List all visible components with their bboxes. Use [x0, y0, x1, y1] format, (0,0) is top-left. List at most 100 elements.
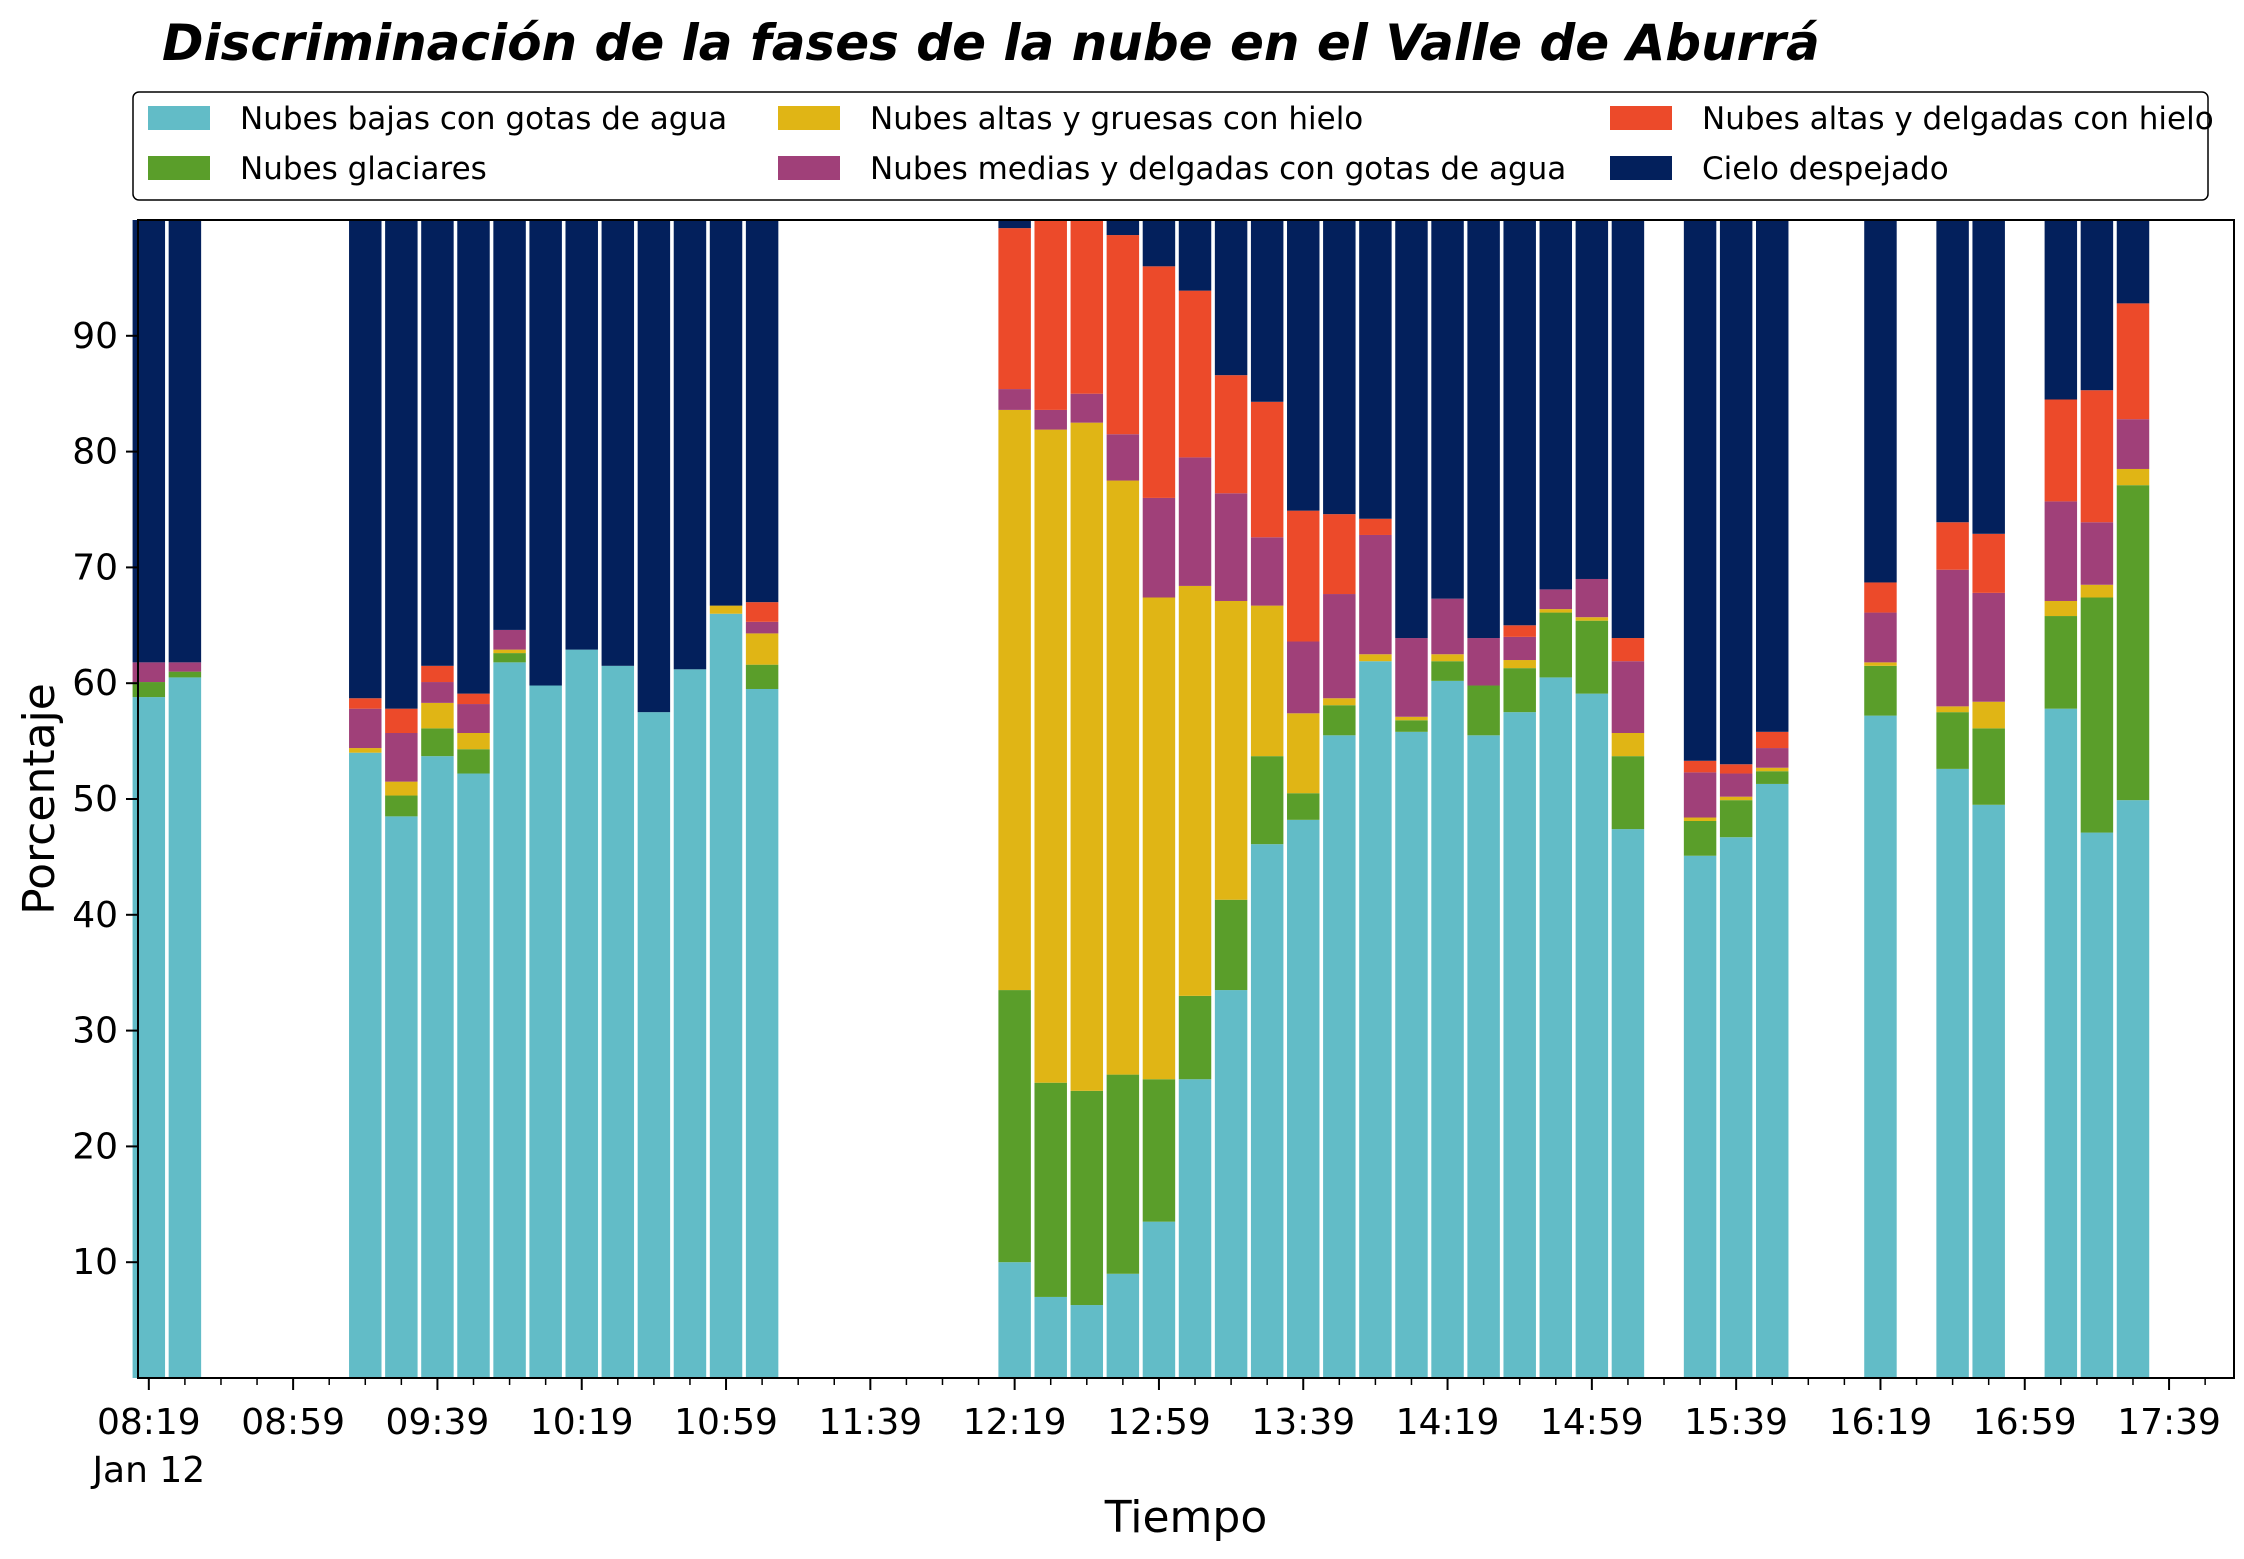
bar-segment-16:49-s2 — [1972, 701, 2005, 729]
bar-stack-10:09 — [529, 220, 562, 1378]
bar-segment-17:29-s0 — [2116, 800, 2150, 1378]
bar-stack-13:39 — [1287, 220, 1320, 1378]
bar-segment-08:19-s1 — [132, 682, 166, 698]
bar-segment-13:59-s0 — [1359, 661, 1392, 1378]
bar-segment-12:49-s3 — [1106, 434, 1140, 481]
bar-segment-09:29-s3 — [385, 732, 418, 782]
bar-segment-16:39-s1 — [1936, 712, 1969, 769]
bar-stack-09:49 — [457, 220, 490, 1378]
bar-segment-15:39-s3 — [1719, 773, 1753, 797]
bar-segment-08:29-s5 — [168, 220, 202, 663]
bar-segment-13:59-s4 — [1359, 518, 1392, 535]
bar-segment-10:49-s5 — [673, 220, 707, 670]
bar-stack-12:59 — [1142, 220, 1176, 1378]
bar-segment-14:49-s2 — [1539, 609, 1573, 613]
x-tick-label: 10:19 — [530, 1402, 634, 1443]
bar-segment-10:49-s0 — [673, 669, 707, 1378]
y-tick-label: 50 — [72, 779, 118, 820]
bar-segment-15:29-s5 — [1683, 220, 1717, 761]
bar-segment-12:49-s5 — [1106, 220, 1140, 236]
bar-segment-11:09-s5 — [745, 220, 779, 603]
bar-segment-16:39-s4 — [1936, 522, 1969, 570]
x-tick-label: 14:59 — [1540, 1402, 1644, 1443]
legend-label: Nubes altas y gruesas con hielo — [870, 101, 1363, 137]
bar-segment-10:39-s0 — [637, 712, 671, 1378]
legend-swatch — [778, 156, 840, 180]
bar-segment-09:59-s5 — [493, 220, 526, 630]
x-tick-label: 16:19 — [1829, 1402, 1933, 1443]
bar-segment-14:39-s1 — [1503, 668, 1536, 713]
bar-segment-14:59-s5 — [1575, 220, 1609, 579]
bar-segment-09:19-s2 — [349, 748, 382, 753]
bar-segment-14:39-s4 — [1503, 625, 1536, 637]
bar-segment-14:19-s5 — [1431, 220, 1464, 599]
bar-stack-17:29 — [2116, 220, 2150, 1378]
bar-segment-16:39-s0 — [1936, 768, 1969, 1378]
y-tick-label: 70 — [72, 547, 118, 588]
bar-segment-15:09-s3 — [1611, 661, 1645, 733]
bar-segment-15:29-s1 — [1683, 821, 1717, 856]
bar-segment-17:29-s3 — [2116, 419, 2150, 469]
bar-segment-15:29-s3 — [1683, 772, 1717, 818]
bar-segment-13:39-s4 — [1287, 510, 1320, 642]
bar-segment-17:29-s1 — [2116, 485, 2150, 801]
bar-segment-09:39-s0 — [421, 756, 454, 1378]
bar-segment-13:09-s0 — [1178, 1079, 1212, 1378]
bar-segment-16:19-s3 — [1864, 612, 1897, 663]
bar-segment-14:59-s0 — [1575, 693, 1609, 1378]
bar-segment-15:09-s5 — [1611, 220, 1645, 639]
bar-segment-14:39-s5 — [1503, 220, 1536, 626]
bar-segment-11:09-s3 — [745, 621, 779, 634]
legend-box — [132, 91, 2209, 201]
bar-segment-12:19-s2 — [998, 409, 1031, 991]
bar-segment-14:19-s1 — [1431, 661, 1464, 681]
bar-stack-15:29 — [1683, 220, 1717, 1378]
bar-stack-10:19 — [565, 220, 598, 1378]
x-tick-label: 08:59 — [241, 1402, 345, 1443]
bar-segment-13:39-s3 — [1287, 641, 1320, 714]
bar-segment-15:49-s5 — [1755, 220, 1789, 732]
bars-group — [132, 220, 2150, 1378]
x-axis-label: Tiempo — [1104, 1492, 1268, 1543]
bar-segment-13:19-s5 — [1214, 220, 1248, 376]
bar-segment-09:29-s0 — [385, 816, 418, 1378]
bar-segment-09:49-s2 — [457, 732, 490, 750]
bar-segment-11:09-s1 — [745, 664, 779, 689]
bar-stack-12:29 — [1034, 220, 1067, 1378]
bar-segment-13:49-s4 — [1323, 514, 1356, 595]
bar-segment-16:49-s3 — [1972, 592, 2005, 702]
bar-segment-13:39-s1 — [1287, 793, 1320, 820]
bar-stack-13:59 — [1359, 220, 1392, 1378]
bar-segment-14:19-s3 — [1431, 598, 1464, 655]
bar-stack-14:29 — [1467, 220, 1500, 1378]
bar-segment-16:19-s4 — [1864, 582, 1897, 613]
bar-segment-09:59-s3 — [493, 629, 526, 650]
bar-segment-14:59-s2 — [1575, 617, 1609, 621]
bar-segment-12:49-s4 — [1106, 235, 1140, 435]
bar-segment-15:09-s1 — [1611, 756, 1645, 830]
bar-segment-09:59-s0 — [493, 662, 526, 1378]
bar-segment-15:39-s1 — [1719, 800, 1753, 838]
bar-segment-12:39-s1 — [1070, 1090, 1104, 1306]
bar-segment-13:29-s5 — [1250, 220, 1284, 402]
bar-segment-17:19-s0 — [2080, 832, 2114, 1378]
bar-stack-17:19 — [2080, 220, 2114, 1378]
y-tick-label: 10 — [72, 1242, 118, 1283]
bar-segment-09:39-s1 — [421, 728, 454, 757]
bar-segment-15:39-s2 — [1719, 796, 1753, 801]
bar-segment-17:19-s3 — [2080, 522, 2114, 585]
bar-segment-12:59-s0 — [1142, 1221, 1176, 1378]
bar-stack-13:09 — [1178, 220, 1212, 1378]
bar-segment-09:39-s3 — [421, 682, 454, 703]
bar-stack-11:09 — [745, 220, 779, 1378]
bar-segment-13:39-s2 — [1287, 713, 1320, 794]
y-axis-label: Porcentaje — [14, 683, 65, 915]
bar-segment-09:49-s3 — [457, 704, 490, 733]
bar-segment-12:59-s3 — [1142, 497, 1176, 598]
bar-segment-13:39-s5 — [1287, 220, 1320, 511]
bar-segment-13:09-s3 — [1178, 457, 1212, 586]
x-tick-label: 16:59 — [1973, 1402, 2077, 1443]
bar-stack-13:29 — [1250, 220, 1284, 1378]
bar-segment-11:09-s0 — [745, 688, 779, 1378]
bar-stack-10:39 — [637, 220, 671, 1378]
